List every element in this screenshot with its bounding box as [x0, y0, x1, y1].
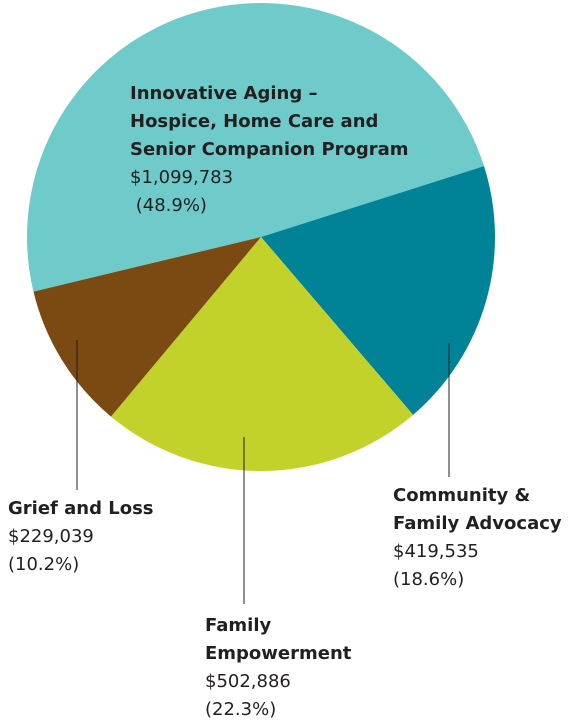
category-label: Community & Family Advocacy	[393, 485, 562, 534]
slice-label: Family Empowerment $502,886 (22.3%)	[205, 612, 351, 724]
value-label: $419,535	[393, 541, 479, 562]
pie-slice	[26, 2, 485, 292]
value-label: $1,099,783	[130, 167, 234, 188]
percent-label: (48.9%)	[130, 195, 207, 216]
chart: Innovative Aging – Hospice, Home Care an…	[8, 2, 562, 720]
slice-label: Grief and Loss $229,039 (10.2%)	[8, 495, 154, 579]
category-label: Innovative Aging – Hospice, Home Care an…	[130, 83, 409, 160]
category-label: Grief and Loss	[8, 498, 154, 519]
percent-label: (10.2%)	[8, 554, 80, 575]
percent-label: (22.3%)	[205, 699, 277, 720]
value-label: $502,886	[205, 671, 291, 692]
pie	[26, 2, 495, 604]
leader-lines	[76, 340, 450, 604]
slice-label: Innovative Aging – Hospice, Home Care an…	[130, 80, 409, 220]
pie-slice	[261, 166, 495, 415]
pie-slice	[33, 237, 261, 417]
pie-slice	[110, 237, 414, 472]
value-label: $229,039	[8, 526, 94, 547]
percent-label: (18.6%)	[393, 569, 465, 590]
category-label: Family Empowerment	[205, 615, 352, 664]
slice-label: Community & Family Advocacy $419,535 (18.6…	[393, 482, 562, 594]
